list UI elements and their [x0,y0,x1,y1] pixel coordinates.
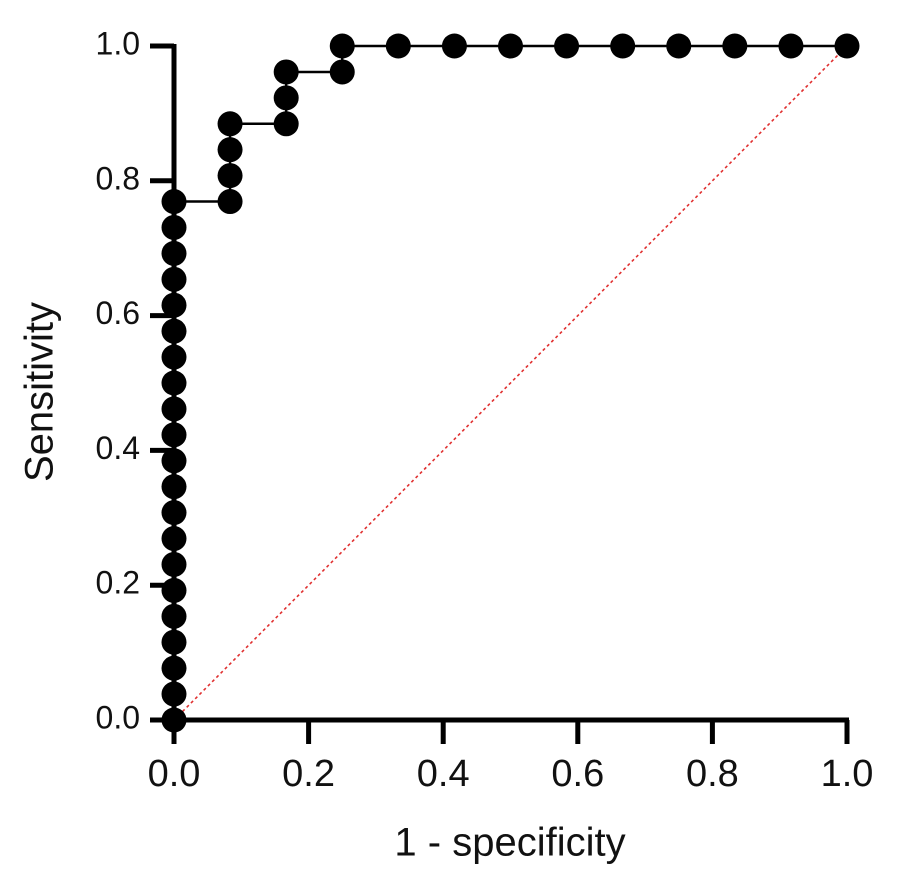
point [273,85,299,111]
point [161,681,187,707]
x-tick-label: 1.0 [821,753,874,795]
point [329,33,355,59]
x-axis-label: 1 - specificity [394,821,625,865]
point [666,33,692,59]
point [161,266,187,292]
point [722,33,748,59]
point [161,707,187,733]
point [161,240,187,266]
point [217,111,243,137]
point [161,448,187,474]
point [161,214,187,240]
point [161,189,187,215]
point [161,551,187,577]
point [161,603,187,629]
y-tick-label: 0.4 [96,430,140,466]
point [161,422,187,448]
point [161,292,187,318]
point [273,59,299,85]
point [161,500,187,526]
point [441,33,467,59]
y-axis-label: Sensitivity [18,302,62,482]
point [329,59,355,85]
point [161,526,187,552]
point [217,189,243,215]
y-tick-label: 0.6 [96,295,140,331]
x-tick-label: 0.8 [686,753,739,795]
point [610,33,636,59]
x-tick-label: 0.0 [148,753,201,795]
point [161,396,187,422]
point [161,629,187,655]
x-tick-label: 0.6 [551,753,604,795]
x-tick-label: 0.2 [282,753,335,795]
point [217,137,243,163]
point [161,318,187,344]
point [554,33,580,59]
y-tick-label: 1.0 [96,25,140,61]
y-tick-label: 0.8 [96,160,140,196]
point [161,370,187,396]
point [217,163,243,189]
point [498,33,523,59]
point [161,655,187,681]
y-tick-label: 0.0 [96,699,140,735]
point [161,474,187,500]
point [161,344,187,370]
point [161,577,187,603]
point [273,111,299,137]
point [834,33,860,59]
reference-line [173,45,848,721]
point [385,33,411,59]
point [778,33,804,59]
y-tick-label: 0.2 [96,565,140,601]
x-tick-label: 0.4 [417,753,470,795]
